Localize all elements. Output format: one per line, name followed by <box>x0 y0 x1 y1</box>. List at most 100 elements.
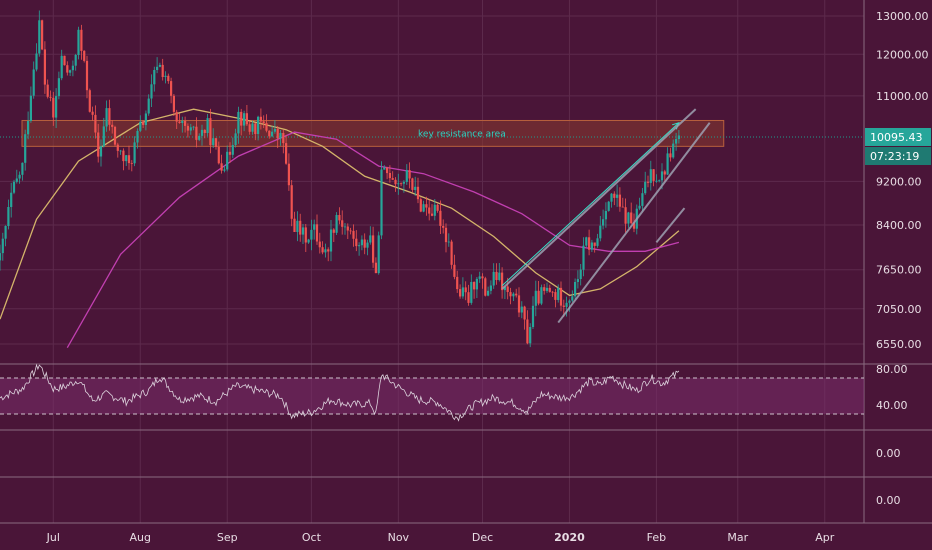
candle-body <box>91 111 94 115</box>
candle-body <box>599 225 602 239</box>
month-label: Jul <box>46 531 60 544</box>
candle-body <box>170 81 173 96</box>
candle-body <box>515 293 518 296</box>
resistance-zone-box <box>21 119 725 147</box>
candle-body <box>279 133 282 139</box>
candle-body <box>459 289 462 297</box>
countdown-label: 07:23:19 <box>870 150 919 163</box>
candle-body <box>517 295 521 313</box>
candle-body <box>240 111 243 126</box>
candle-body <box>139 121 142 131</box>
candle-body <box>559 287 563 306</box>
candle-body <box>119 150 122 152</box>
candle-body <box>388 173 391 179</box>
candle-body <box>338 215 341 221</box>
rsi-level-label: 80.00 <box>876 363 908 376</box>
candle-body <box>419 199 422 212</box>
candle-body <box>346 226 349 231</box>
candle-body <box>509 292 512 297</box>
candle-body <box>99 146 103 157</box>
candle-body <box>127 155 131 164</box>
candle-body <box>568 300 571 303</box>
channel-line <box>501 108 697 290</box>
candle-body <box>212 138 215 146</box>
candle-body <box>214 138 218 147</box>
candle-body <box>71 65 74 71</box>
candle-body <box>478 276 481 279</box>
candle-body <box>576 279 579 282</box>
price-tick-label: 9200.00 <box>876 175 922 188</box>
candle-body <box>304 227 307 243</box>
candle-body <box>360 239 363 246</box>
candle-body <box>223 169 226 171</box>
month-label: Aug <box>130 531 151 544</box>
price-tick-label: 6550.00 <box>876 338 922 351</box>
candle-body <box>489 285 492 291</box>
candle-body <box>133 142 136 164</box>
candle-body <box>526 319 529 344</box>
candle-body <box>669 153 672 158</box>
time-axis: Jul Aug Sep Oct Nov Dec 2020 Feb Mar Apr <box>46 531 835 544</box>
candle-body <box>293 218 296 232</box>
candle-body <box>369 235 372 243</box>
candle-body <box>265 123 268 131</box>
candle-body <box>327 249 330 252</box>
candle-body <box>257 116 260 134</box>
candle-body <box>10 192 13 207</box>
candle-body <box>57 78 60 97</box>
month-label: Sep <box>217 531 238 544</box>
candle-body <box>613 193 616 198</box>
candle-body <box>537 290 540 304</box>
candle-body <box>301 227 305 235</box>
candle-body <box>545 287 549 291</box>
candle-body <box>672 143 675 158</box>
candle-body <box>439 210 442 226</box>
candle-body <box>237 111 240 134</box>
candle-body <box>416 186 420 200</box>
candle-body <box>21 162 24 175</box>
candle-body <box>649 169 652 183</box>
candle-body <box>596 238 599 246</box>
candle-body <box>55 96 58 118</box>
last-price-label: 10095.43 <box>870 131 923 144</box>
candle-body <box>520 306 523 313</box>
candle-body <box>610 193 613 202</box>
candle-body <box>444 227 448 243</box>
candle-body <box>590 242 593 250</box>
candle-body <box>52 97 55 118</box>
candle-body <box>602 219 605 226</box>
candle-body <box>534 290 537 306</box>
candle-body <box>167 75 170 82</box>
candle-body <box>503 286 506 291</box>
candle-body <box>184 120 187 126</box>
candle-body <box>506 286 509 292</box>
rsi-line <box>0 363 680 422</box>
candle-body <box>287 163 290 186</box>
candle-body <box>644 181 647 194</box>
candle-body <box>69 70 72 73</box>
candle-body <box>164 75 167 77</box>
candle-body <box>492 271 495 286</box>
candle-body <box>63 55 66 66</box>
candle-body <box>318 241 321 248</box>
candle-body <box>394 179 397 185</box>
candle-body <box>433 204 436 216</box>
month-label: Dec <box>472 531 493 544</box>
candle-body <box>655 180 658 182</box>
candle-body <box>481 276 484 279</box>
candle-body <box>343 226 347 228</box>
candle-body <box>358 245 361 247</box>
candle-body <box>366 242 369 248</box>
candle-body <box>473 282 476 290</box>
candle-body <box>335 215 338 233</box>
candle-body <box>470 282 473 303</box>
candle-body <box>203 129 206 133</box>
candle-body <box>574 282 577 297</box>
candle-body <box>372 235 375 263</box>
candle-body <box>554 292 557 300</box>
candle-body <box>565 302 568 307</box>
resistance-zone-label: key resistance area <box>418 129 506 139</box>
